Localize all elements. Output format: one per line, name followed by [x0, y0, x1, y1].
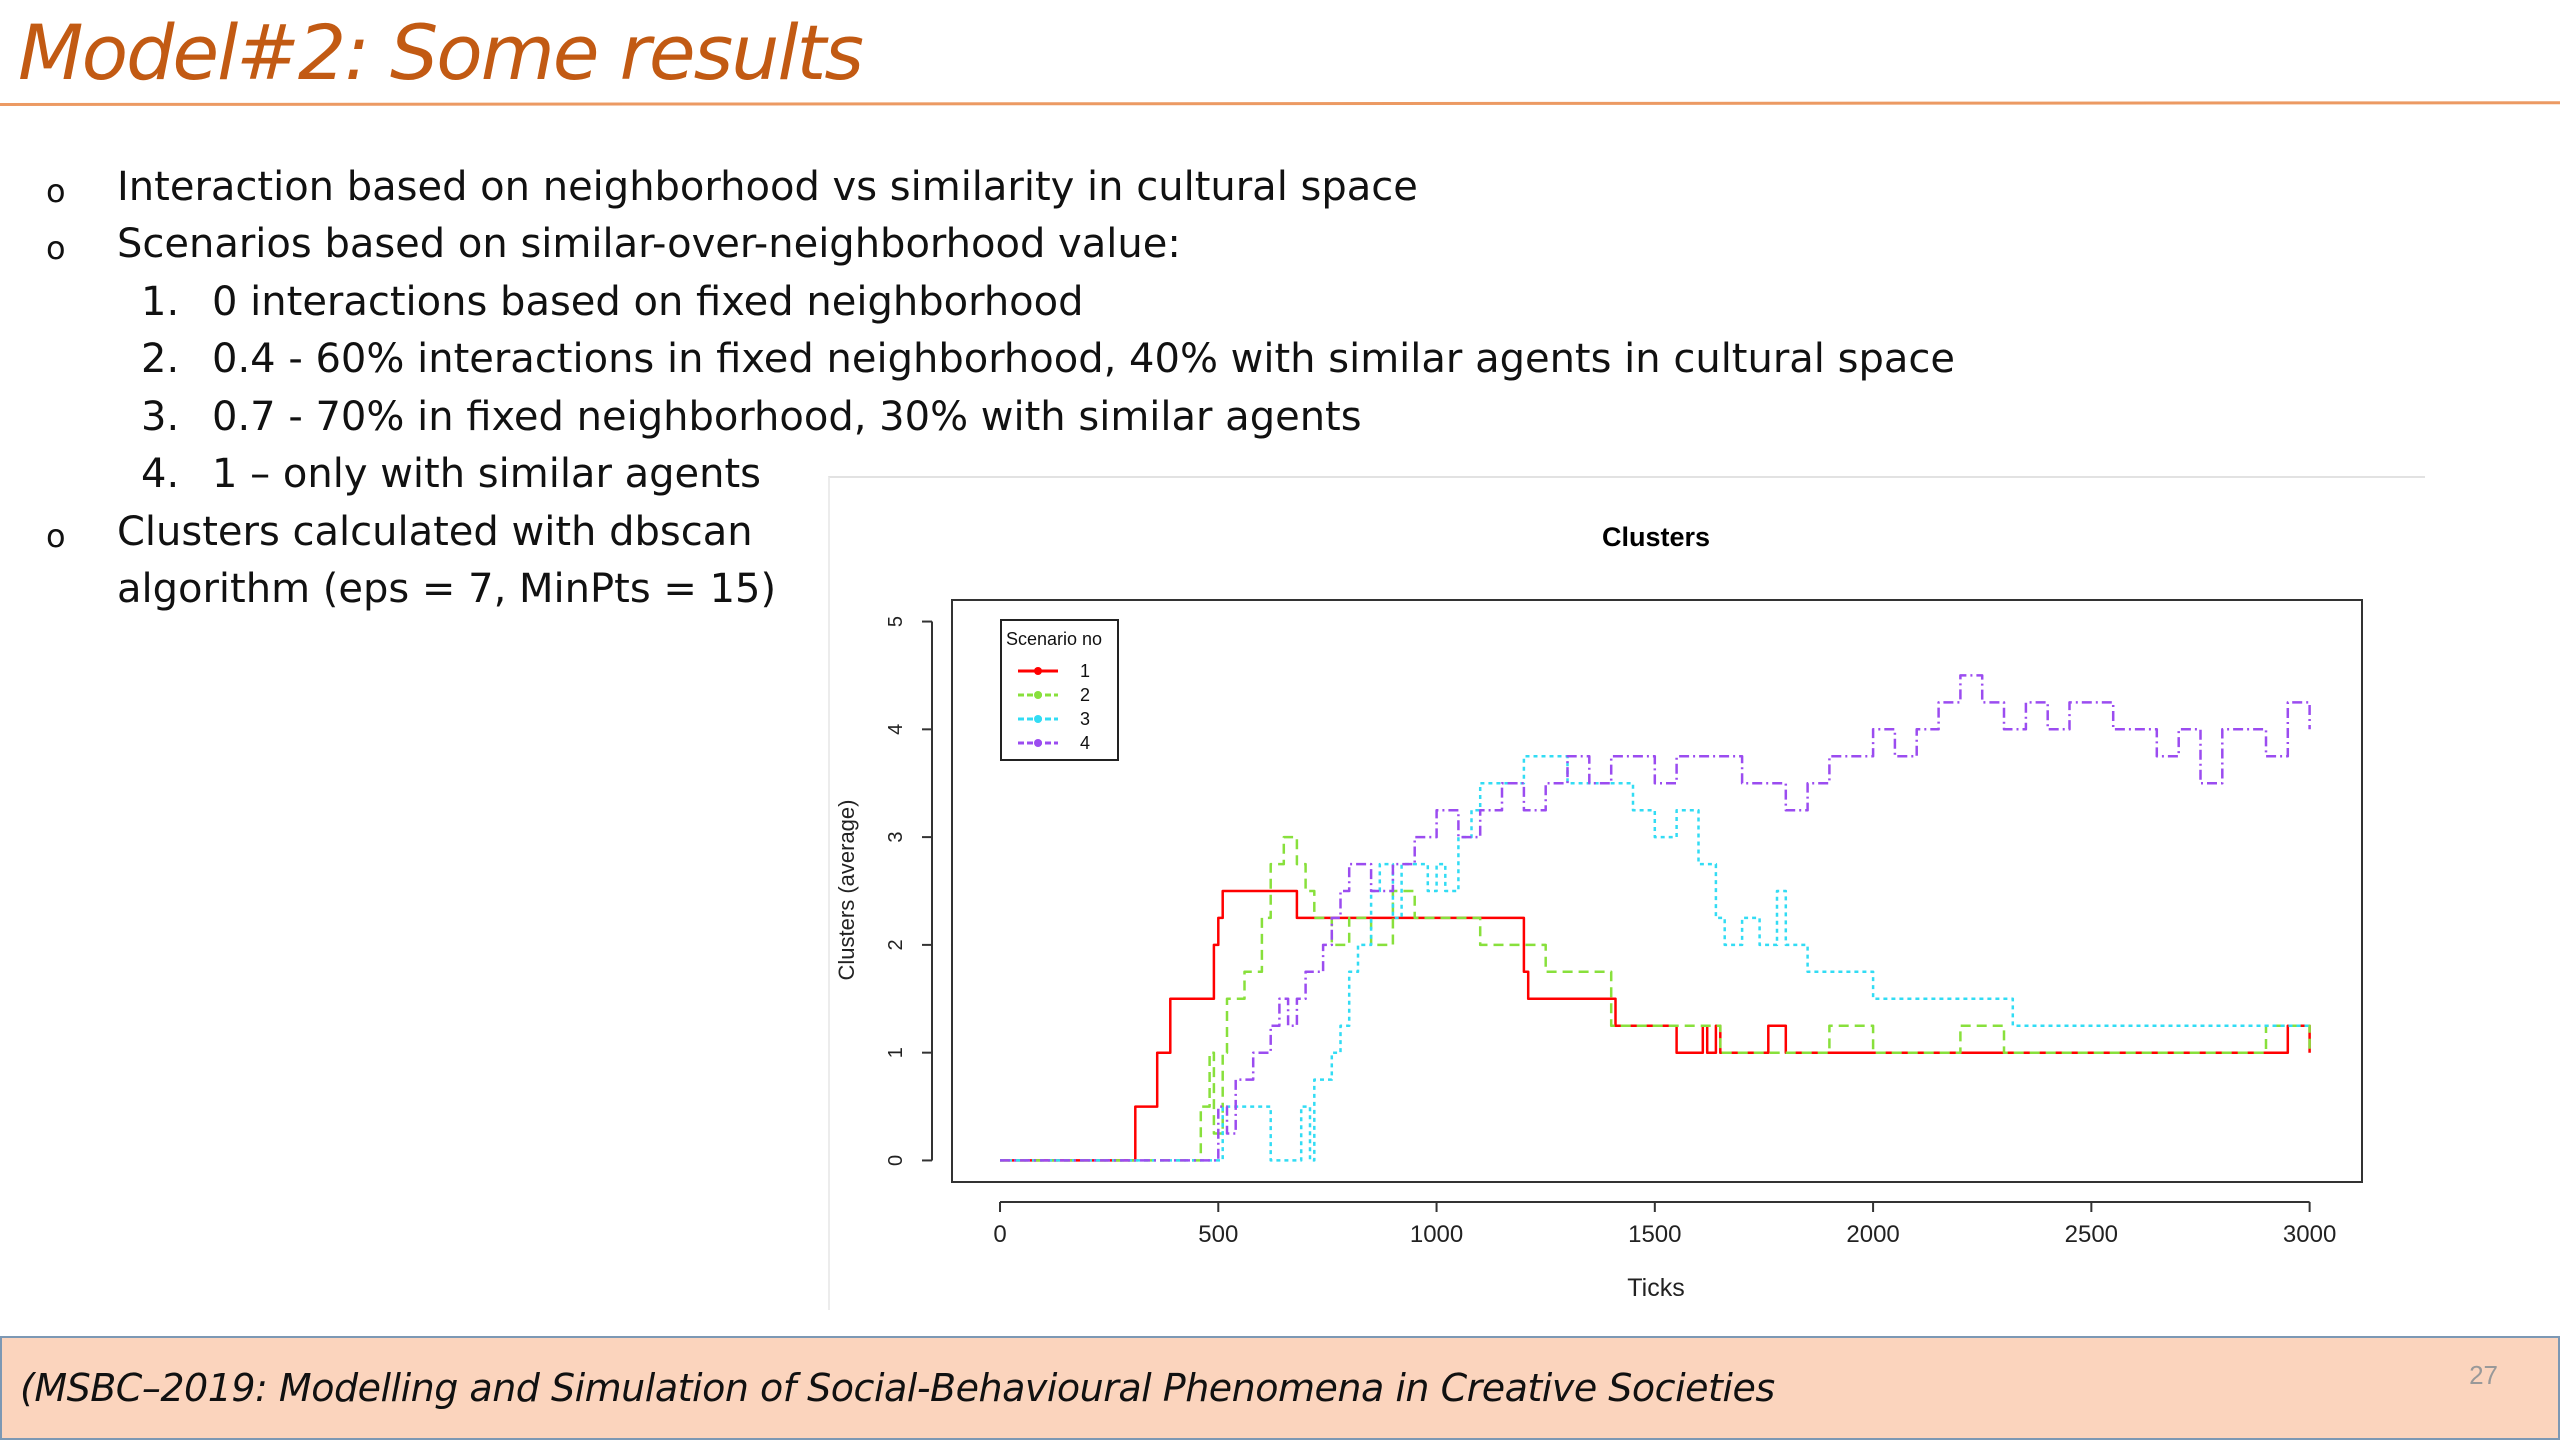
title-divider — [0, 101, 2560, 106]
legend-label-4: 4 — [1080, 733, 1090, 753]
bullet-text: Interaction based on neighborhood vs sim… — [117, 164, 1418, 210]
series-line-4 — [1000, 674, 2311, 1162]
legend-title: Scenario no — [1006, 629, 1102, 649]
y-tick-label: 2 — [885, 939, 907, 950]
footer-bar: (MSBC–2019: Modelling and Simulation of … — [0, 1336, 2560, 1440]
bullet-marker: o — [46, 229, 66, 267]
bullet-text: Clusters calculated with dbscan — [117, 509, 753, 555]
y-tick-label: 3 — [885, 832, 907, 843]
footer-citation: (MSBC–2019: Modelling and Simulation of … — [20, 1366, 1775, 1410]
bullet-text: algorithm (eps = 7, MinPts = 15) — [117, 566, 777, 612]
slide-title: Model#2: Some results — [18, 8, 864, 97]
x-tick-label: 1500 — [1628, 1221, 1681, 1248]
y-tick-label: 1 — [885, 1047, 907, 1058]
series-line-2 — [1000, 835, 2311, 1162]
y-tick-label: 0 — [885, 1155, 907, 1166]
numbered-text: 0 interactions based on fixed neighborho… — [212, 279, 1084, 325]
number-marker: 3. — [141, 394, 180, 440]
bullet-marker: o — [46, 517, 66, 555]
chart-panel: Clusters 0 500 1000 1500 2000 2500 3000 0 1 2 3 4 5… — [828, 476, 2425, 1310]
number-marker: 1. — [141, 279, 180, 325]
legend-label-3: 3 — [1080, 709, 1090, 729]
legend-box — [1000, 619, 1119, 761]
clusters-chart: Clusters 0 500 1000 1500 2000 2500 3000 0 1 2 3 4 5… — [834, 522, 2363, 1302]
numbered-text: 0.4 - 60% interactions in fixed neighbor… — [212, 336, 1955, 382]
series-line-3 — [1000, 755, 2310, 1162]
y-tick-label: 4 — [885, 724, 907, 735]
x-tick-label: 2500 — [2065, 1221, 2118, 1248]
bullet-marker: o — [46, 172, 66, 210]
legend-marker-3 — [1034, 715, 1042, 723]
legend-label-1: 1 — [1080, 661, 1090, 681]
legend-label-2: 2 — [1080, 685, 1090, 705]
numbered-text: 1 – only with similar agents — [212, 451, 761, 497]
x-tick-label: 500 — [1198, 1221, 1238, 1248]
number-marker: 2. — [141, 336, 180, 382]
bullet-text: Scenarios based on similar-over-neighbor… — [117, 221, 1181, 267]
number-marker: 4. — [141, 451, 180, 497]
chart-legend: Scenario no 1 2 3 4 — [1000, 619, 1119, 761]
page-number: 27 — [2469, 1360, 2498, 1390]
legend-marker-4 — [1034, 739, 1042, 747]
legend-marker-2 — [1034, 691, 1042, 699]
x-tick-label: 0 — [993, 1221, 1006, 1248]
y-tick-label: 5 — [885, 616, 907, 627]
numbered-text: 0.7 - 70% in fixed neighborhood, 30% wit… — [212, 394, 1362, 440]
x-axis: 0 500 1000 1500 2000 2500 3000 — [993, 1201, 2336, 1248]
plot-frame — [951, 599, 2363, 1183]
chart-title: Clusters — [1602, 522, 1710, 552]
x-axis-label: Ticks — [1627, 1274, 1684, 1302]
series-layer — [1000, 674, 2311, 1162]
legend-marker-1 — [1034, 667, 1042, 675]
x-tick-label: 2000 — [1846, 1221, 1899, 1248]
x-tick-label: 1000 — [1410, 1221, 1463, 1248]
y-axis: 0 1 2 3 4 5 — [885, 616, 933, 1166]
y-axis-label: Clusters (average) — [834, 800, 859, 981]
x-tick-label: 3000 — [2283, 1221, 2336, 1248]
